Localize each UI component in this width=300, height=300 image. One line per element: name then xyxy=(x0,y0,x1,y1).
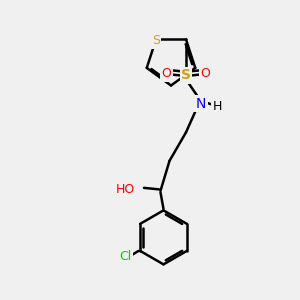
Text: S: S xyxy=(181,68,191,83)
Text: O: O xyxy=(162,68,171,80)
Text: H: H xyxy=(213,100,222,113)
Text: O: O xyxy=(201,68,210,80)
Text: N: N xyxy=(196,97,206,111)
Text: HO: HO xyxy=(116,183,135,196)
Text: Cl: Cl xyxy=(119,250,131,263)
Text: S: S xyxy=(152,34,160,47)
